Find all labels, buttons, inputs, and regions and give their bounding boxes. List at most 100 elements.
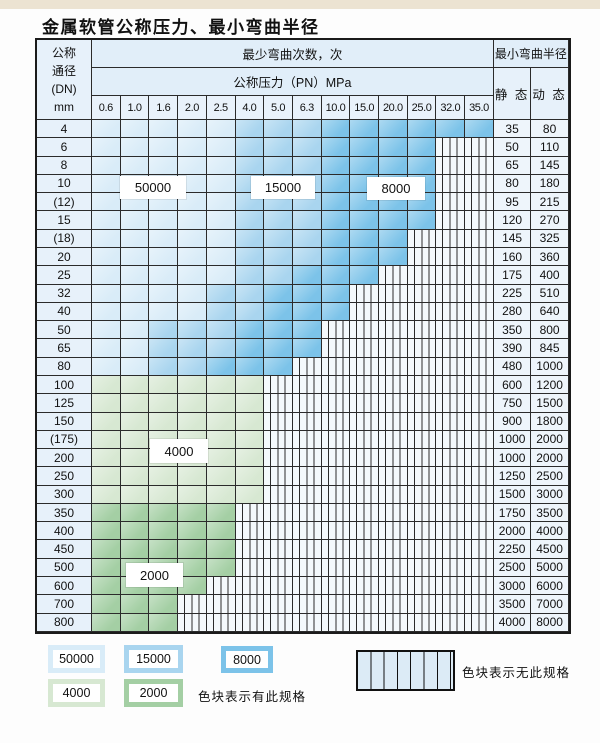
- dynamic-radius-value: 8000: [531, 613, 569, 632]
- dynamic-radius-value: 3000: [531, 485, 569, 504]
- grade-cell-2000: [92, 540, 121, 559]
- grade-cell-8000: [235, 357, 265, 376]
- no-spec-cell: [350, 467, 380, 486]
- legend-swatch-8000: 8000: [221, 646, 273, 673]
- no-spec-cell: [465, 394, 494, 413]
- no-spec-cell: [465, 613, 494, 632]
- grade-cell-15000: [235, 229, 265, 248]
- no-spec-cell: [206, 613, 236, 632]
- no-spec-cell: [350, 394, 380, 413]
- grade-cell-8000: [292, 321, 322, 340]
- grade-cell-50000: [92, 321, 121, 340]
- grade-cell-8000: [321, 138, 351, 157]
- static-radius-value: 280: [493, 302, 532, 322]
- dynamic-radius-value: 5000: [531, 558, 569, 578]
- legend-swatch-50000: 50000: [48, 645, 105, 673]
- dynamic-radius-value: 2500: [531, 467, 569, 486]
- static-radius-value: 600: [493, 375, 532, 395]
- grade-cell-4000: [92, 449, 121, 468]
- grade-cell-2000: [92, 503, 121, 523]
- corner-line: (DN): [51, 81, 77, 96]
- grade-cell-4000: [206, 394, 236, 413]
- no-spec-cell: [436, 229, 466, 248]
- no-spec-cell: [465, 321, 494, 340]
- grade-cell-8000: [379, 247, 408, 267]
- grade-cell-2000: [92, 522, 121, 541]
- no-spec-cell: [407, 577, 437, 596]
- no-spec-cell: [264, 449, 293, 468]
- static-radius-value: 50: [493, 138, 532, 157]
- grade-cell-15000: [235, 284, 265, 303]
- no-spec-cell: [436, 174, 466, 194]
- grade-cell-50000: [92, 284, 121, 303]
- grade-cell-50000: [149, 266, 179, 285]
- grade-cell-2000: [149, 503, 179, 523]
- no-spec-cell: [350, 613, 380, 632]
- no-spec-cell: [379, 595, 408, 614]
- no-spec-cell: [235, 595, 265, 614]
- grade-cell-8000: [379, 211, 408, 230]
- grade-cell-2000: [149, 540, 179, 559]
- grade-cell-2000: [92, 558, 121, 578]
- grade-cell-2000: [120, 522, 150, 541]
- pressure-tick: 0.6: [92, 96, 121, 120]
- no-spec-cell: [379, 485, 408, 504]
- no-spec-cell: [292, 595, 322, 614]
- grade-cell-8000: [292, 266, 322, 285]
- static-radius-value: 80: [493, 174, 532, 194]
- no-spec-cell: [264, 375, 293, 395]
- grade-cell-50000: [178, 247, 207, 267]
- grade-cell-8000: [321, 174, 351, 194]
- grade-cell-8000: [436, 120, 466, 139]
- grade-cell-4000: [92, 467, 121, 486]
- dn-label: 40: [37, 302, 92, 322]
- no-spec-cell: [379, 302, 408, 322]
- grade-cell-8000: [321, 193, 351, 212]
- no-spec-cell: [350, 430, 380, 450]
- no-spec-cell: [264, 540, 293, 559]
- no-spec-cell: [379, 558, 408, 578]
- grade-cell-2000: [92, 577, 121, 596]
- grade-cell-4000: [206, 375, 236, 395]
- grade-cell-15000: [149, 357, 179, 376]
- pressure-tick: 32.0: [436, 96, 466, 120]
- grade-cell-50000: [178, 156, 207, 175]
- grade-cell-8000: [292, 284, 322, 303]
- no-spec-cell: [178, 595, 207, 614]
- dynamic-radius-value: 640: [531, 302, 569, 322]
- no-spec-cell: [264, 412, 293, 431]
- dynamic-radius-value: 1800: [531, 412, 569, 431]
- grade-cell-8000: [321, 247, 351, 267]
- grade-cell-2000: [178, 577, 207, 596]
- corner-header-dn: 公称 通径 (DN) mm: [37, 40, 92, 120]
- header-static: 静 态: [493, 68, 532, 120]
- grade-cell-50000: [149, 120, 179, 139]
- dynamic-radius-value: 3500: [531, 503, 569, 523]
- no-spec-cell: [350, 503, 380, 523]
- no-spec-cell: [235, 503, 265, 523]
- dynamic-radius-value: 325: [531, 229, 569, 248]
- no-spec-cell: [436, 302, 466, 322]
- dn-label: 100: [37, 375, 92, 395]
- static-radius-value: 1000: [493, 430, 532, 450]
- no-spec-cell: [321, 449, 351, 468]
- grade-cell-15000: [264, 247, 293, 267]
- dynamic-radius-value: 215: [531, 193, 569, 212]
- no-spec-cell: [292, 467, 322, 486]
- no-spec-cell: [206, 595, 236, 614]
- static-radius-value: 2000: [493, 522, 532, 541]
- header-bend-times: 最少弯曲次数，次: [92, 40, 494, 68]
- static-radius-value: 175: [493, 266, 532, 285]
- dynamic-radius-value: 1200: [531, 375, 569, 395]
- no-spec-cell: [321, 558, 351, 578]
- no-spec-cell: [436, 357, 466, 376]
- dn-label: (18): [37, 229, 92, 248]
- no-spec-cell: [350, 321, 380, 340]
- grade-cell-4000: [120, 485, 150, 504]
- no-spec-cell: [407, 558, 437, 578]
- dynamic-radius-value: 6000: [531, 577, 569, 596]
- no-spec-cell: [465, 229, 494, 248]
- grade-cell-4000: [178, 394, 207, 413]
- no-spec-cell: [321, 412, 351, 431]
- grade-cell-4000: [92, 394, 121, 413]
